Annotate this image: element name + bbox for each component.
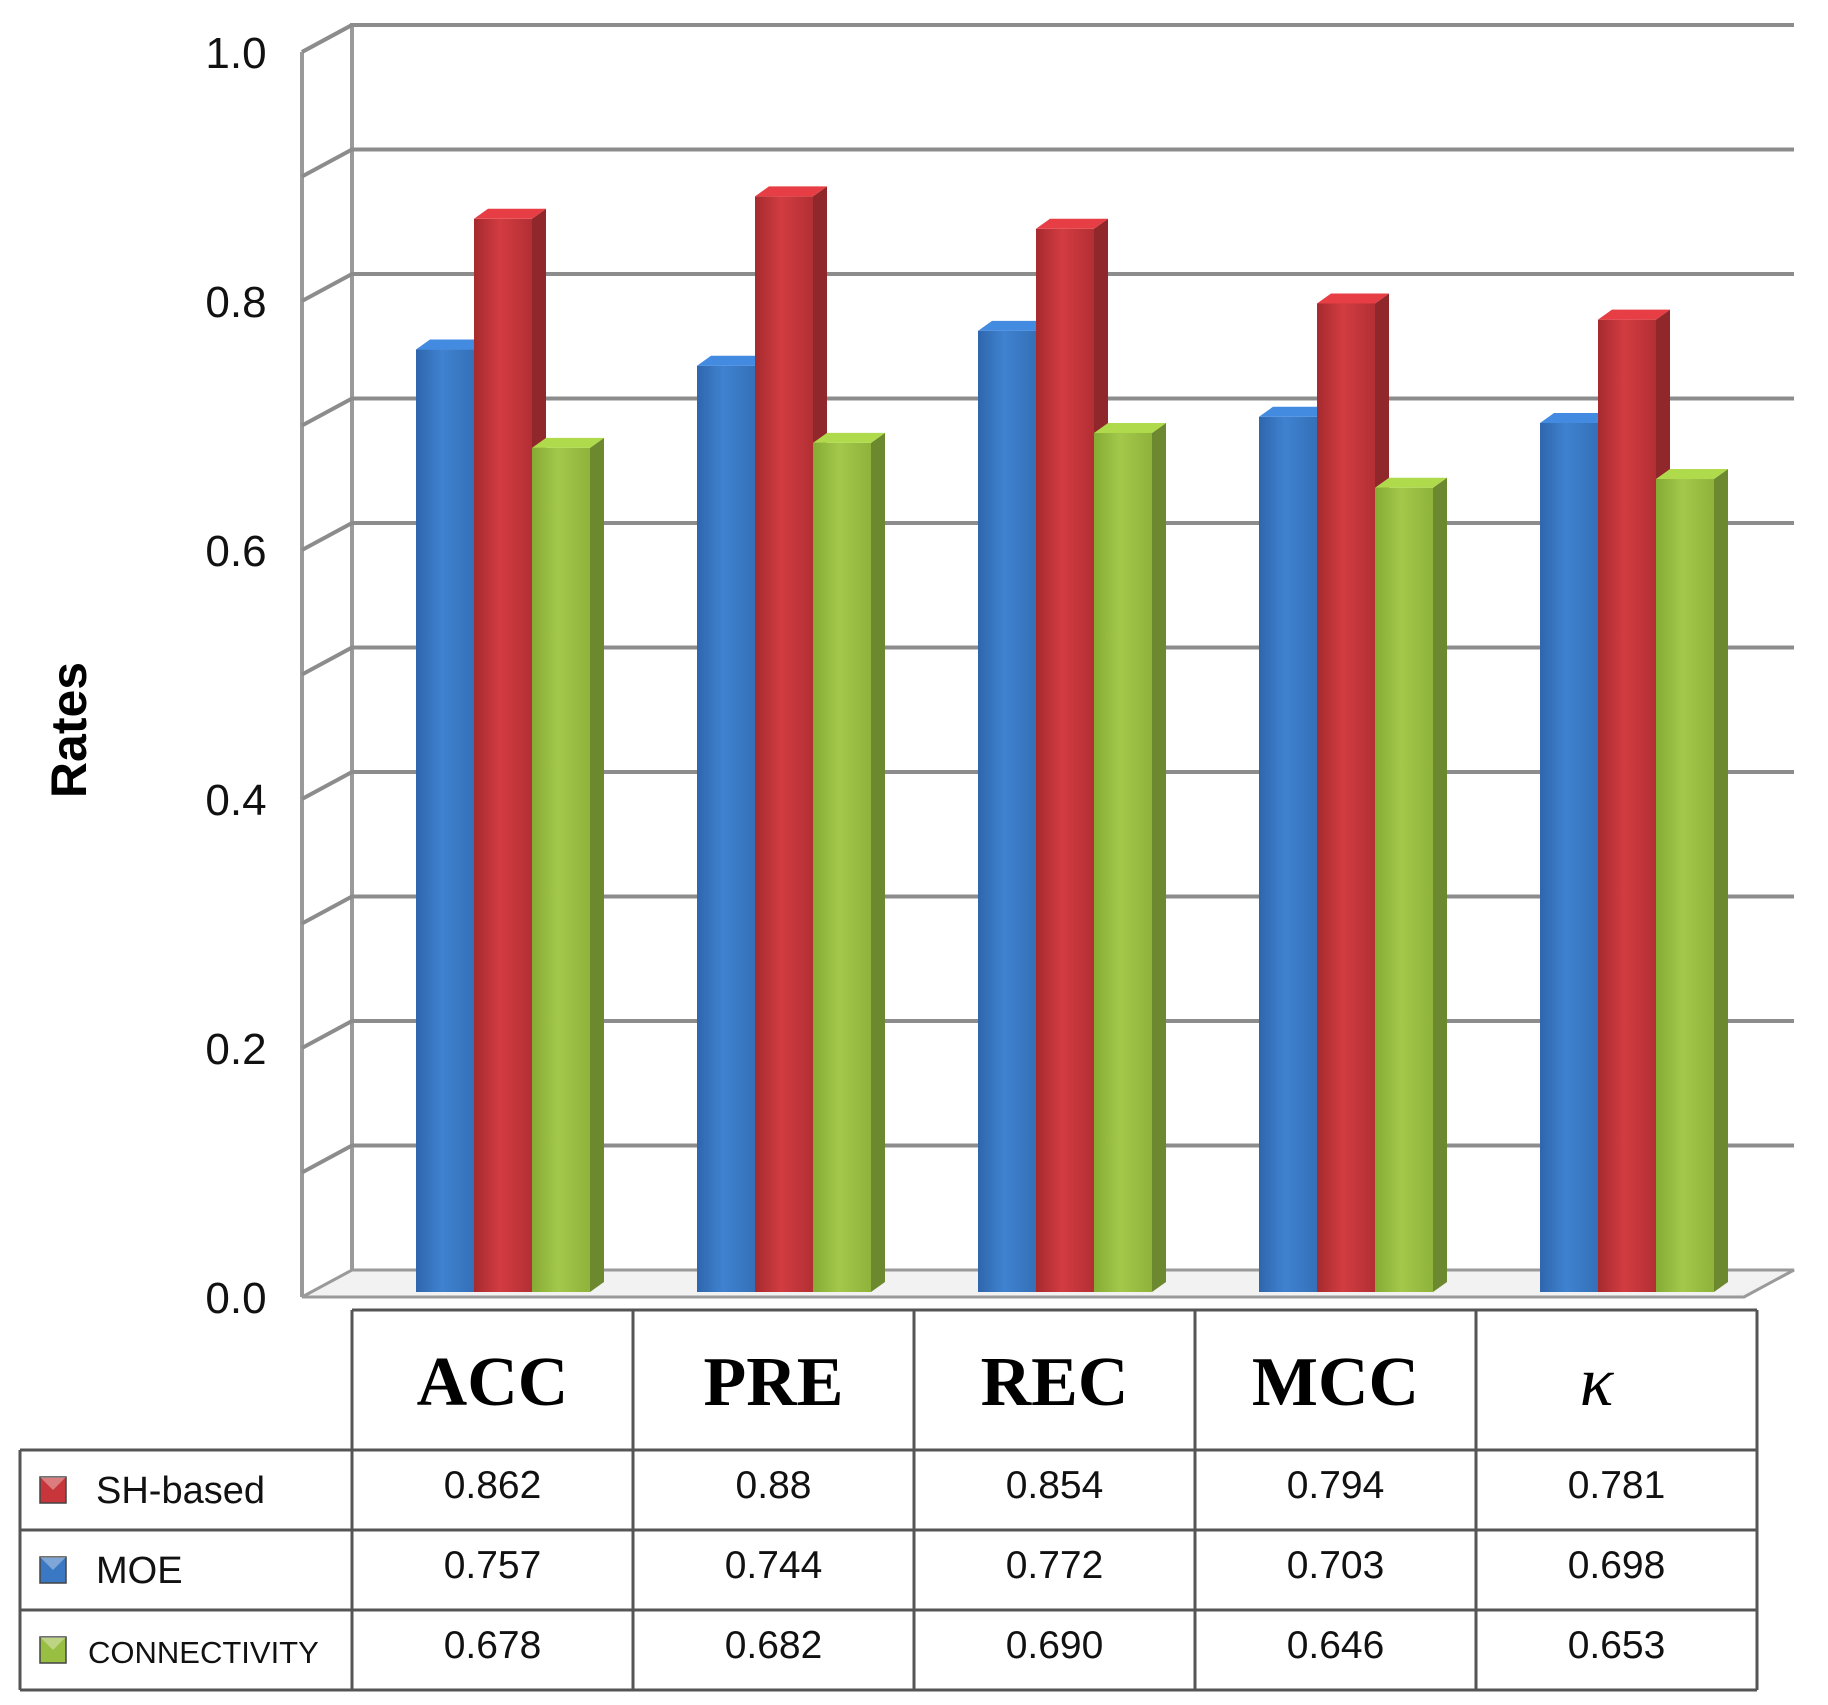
gridline bbox=[301, 396, 1794, 428]
bar-sh-based-kappa bbox=[1598, 309, 1670, 1292]
bar-connectivity-mcc bbox=[1375, 477, 1447, 1293]
bar-connectivity-pre bbox=[813, 432, 885, 1292]
table-cell-moe-acc: 0.757 bbox=[444, 1544, 542, 1587]
gridline bbox=[301, 272, 1794, 303]
table-cell-connectivity-pre: 0.682 bbox=[725, 1624, 823, 1667]
legend-label-sh-based: SH-based bbox=[96, 1470, 265, 1512]
table-cell-connectivity-rec: 0.690 bbox=[1006, 1624, 1104, 1667]
bar-connectivity-acc bbox=[532, 437, 604, 1292]
table-cell-sh-based-rec: 0.854 bbox=[1006, 1464, 1104, 1507]
category-label-acc: ACC bbox=[417, 1344, 569, 1421]
data-table: ACC PRE REC MCC κ SH-based 0.862 0.88 0.854 0.794… bbox=[18, 1308, 1759, 1692]
y-tick-label: 0.6 bbox=[205, 527, 266, 576]
table-cell-moe-pre: 0.744 bbox=[725, 1544, 823, 1587]
legend-key-moe bbox=[39, 1556, 67, 1584]
legend-key-sh-based bbox=[39, 1476, 67, 1504]
gridline bbox=[301, 23, 1794, 54]
table-cell-sh-based-kappa: 0.781 bbox=[1568, 1464, 1666, 1507]
bar-connectivity-rec bbox=[1094, 422, 1166, 1292]
table-cell-connectivity-acc: 0.678 bbox=[444, 1624, 542, 1667]
y-tick-label: 0.0 bbox=[205, 1274, 266, 1323]
category-label-pre: PRE bbox=[704, 1344, 844, 1421]
table-cell-moe-kappa: 0.698 bbox=[1568, 1544, 1666, 1587]
legend-key-connectivity bbox=[39, 1636, 67, 1664]
bar-connectivity-kappa bbox=[1656, 469, 1728, 1292]
y-tick-labels: 1.0 0.8 0.6 0.4 0.2 0.0 bbox=[205, 29, 266, 1323]
bars-layer bbox=[416, 186, 1728, 1293]
y-tick-label: 0.2 bbox=[205, 1025, 266, 1074]
legend-label-moe: MOE bbox=[96, 1550, 183, 1592]
table-cell-sh-based-mcc: 0.794 bbox=[1287, 1464, 1385, 1507]
legend-label-connectivity: CONNECTIVITY bbox=[88, 1635, 319, 1670]
y-tick-label: 1.0 bbox=[205, 29, 266, 78]
table-cell-sh-based-pre: 0.88 bbox=[736, 1464, 812, 1507]
gridline bbox=[301, 147, 1794, 179]
category-label-mcc: MCC bbox=[1252, 1344, 1419, 1421]
category-label-rec: REC bbox=[981, 1344, 1129, 1421]
y-tick-label: 0.4 bbox=[205, 776, 266, 825]
category-label-kappa: κ bbox=[1580, 1344, 1615, 1421]
table-cell-connectivity-mcc: 0.646 bbox=[1287, 1624, 1385, 1667]
y-tick-label: 0.8 bbox=[205, 278, 266, 327]
table-cell-connectivity-kappa: 0.653 bbox=[1568, 1624, 1666, 1667]
y-axis-label: Rates bbox=[41, 662, 97, 798]
table-cell-moe-mcc: 0.703 bbox=[1287, 1544, 1385, 1587]
table-cell-moe-rec: 0.772 bbox=[1006, 1544, 1104, 1587]
table-cell-sh-based-acc: 0.862 bbox=[444, 1464, 542, 1507]
